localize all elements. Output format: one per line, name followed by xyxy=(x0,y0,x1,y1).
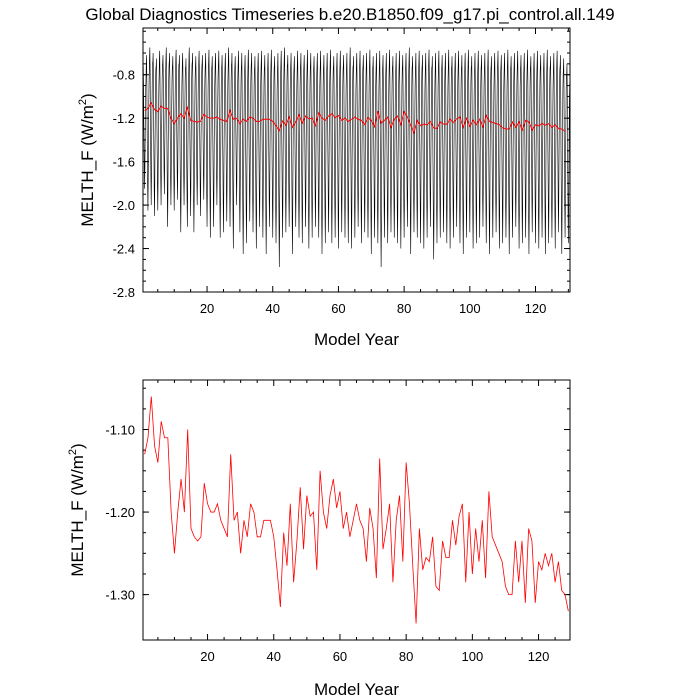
bottom-xlabel: Model Year xyxy=(314,680,399,699)
bottom-xtick-label: 80 xyxy=(399,649,413,664)
top-ytick-label: -1.6 xyxy=(113,155,135,170)
top-xtick-label: 40 xyxy=(266,301,280,316)
bottom-xtick-label: 40 xyxy=(267,649,281,664)
bottom-panel: 20 40 60 80 100 120 -1.30 -1.20 -1.10 Model Year… xyxy=(67,379,571,699)
annual-mean-line-detail xyxy=(144,396,569,624)
bottom-xtick-label: 20 xyxy=(200,649,214,664)
bottom-ytick-label: -1.20 xyxy=(105,505,135,520)
bottom-plot-frame xyxy=(142,379,571,641)
bottom-panel-tick-labels: 20 40 60 80 100 120 -1.30 -1.20 -1.10 xyxy=(105,423,549,664)
top-ytick-label: -0.8 xyxy=(113,68,135,83)
bottom-ytick-label: -1.30 xyxy=(105,588,135,603)
top-ytick-label: -2.8 xyxy=(113,285,135,300)
annual-mean-series xyxy=(144,101,566,135)
top-xtick-label: 100 xyxy=(459,301,481,316)
top-ylabel: MELTH_F (W/m2) xyxy=(77,93,97,226)
bottom-ylabel: MELTH_F (W/m2) xyxy=(67,443,87,576)
top-panel-tick-labels: 20 40 60 80 100 120 -2.8 -2.4 -2.0 -1.6 -1.2 -0.8 xyxy=(113,68,547,316)
monthly-series xyxy=(142,47,571,268)
figure-title: Global Diagnostics Timeseries b.e20.B185… xyxy=(85,5,614,24)
top-ytick-label: -2.4 xyxy=(113,242,135,257)
top-xtick-label: 20 xyxy=(200,301,214,316)
top-ytick-label: -2.0 xyxy=(113,198,135,213)
top-xtick-label: 60 xyxy=(331,301,345,316)
top-xtick-label: 80 xyxy=(397,301,411,316)
annual-mean-series-detail xyxy=(144,396,569,624)
bottom-xtick-label: 120 xyxy=(528,649,550,664)
top-ytick-label: -1.2 xyxy=(113,111,135,126)
top-xlabel: Model Year xyxy=(314,330,399,349)
annual-mean-line xyxy=(144,101,566,135)
monthly-line xyxy=(142,47,571,268)
bottom-ytick-label: -1.10 xyxy=(105,423,135,438)
bottom-xtick-label: 100 xyxy=(462,649,484,664)
bottom-xtick-label: 60 xyxy=(333,649,347,664)
top-panel: 20 40 60 80 100 120 -2.8 -2.4 -2.0 -1.6 -1.2 -0.8 M… xyxy=(77,27,571,349)
top-xtick-label: 120 xyxy=(525,301,547,316)
top-plot-frame xyxy=(142,27,571,293)
